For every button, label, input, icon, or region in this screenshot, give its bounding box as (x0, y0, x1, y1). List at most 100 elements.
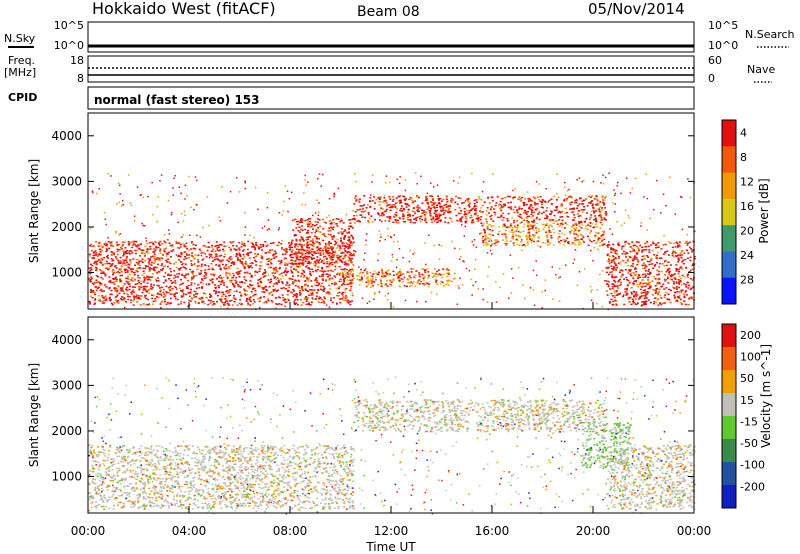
echo-cell (475, 205, 478, 207)
echo-cell (330, 253, 333, 255)
echo-speck (330, 221, 333, 224)
echo-cell (197, 268, 199, 270)
echo-cell (272, 290, 275, 292)
echo-cell (138, 267, 141, 269)
echo-cell (367, 279, 370, 282)
echo-cell (645, 242, 648, 244)
echo-speck (602, 183, 605, 185)
echo-cell (142, 249, 145, 251)
echo-cell (150, 264, 153, 266)
echo-cell (137, 295, 140, 297)
nave-label: Nave (747, 63, 775, 76)
echo-cell (502, 212, 505, 214)
echo-cell (638, 274, 641, 277)
echo-cell (204, 245, 207, 247)
echo-cell (402, 220, 405, 223)
echo-cell (564, 207, 567, 210)
echo-cell (399, 201, 402, 203)
echo-cell (572, 242, 575, 245)
echo-cell (131, 293, 134, 295)
echo-cell (126, 271, 129, 273)
echo-cell (95, 241, 98, 243)
echo-cell (470, 214, 473, 217)
echo-cell (641, 251, 644, 253)
echo-cell (601, 201, 604, 204)
echo-cell (182, 262, 185, 265)
echo-cell (595, 204, 598, 206)
echo-cell (332, 254, 335, 256)
echo-cell (421, 218, 424, 221)
echo-cell (495, 202, 498, 204)
echo-speck (486, 252, 489, 254)
echo-cell (463, 214, 466, 216)
echo-speck (214, 303, 216, 305)
echo-cell (122, 261, 125, 263)
echo-cell (434, 211, 437, 213)
echo-speck (129, 202, 132, 205)
echo-cell (673, 250, 676, 253)
echo-speck (244, 187, 247, 190)
echo-cell (108, 247, 111, 250)
echo-speck (107, 237, 109, 239)
echo-cell (460, 220, 463, 223)
echo-cell (100, 244, 103, 247)
echo-speck (183, 210, 186, 213)
echo-cell (567, 216, 570, 218)
echo-cell (330, 242, 333, 244)
echo-cell (128, 273, 131, 276)
echo-cell (356, 220, 359, 222)
echo-cell (427, 203, 430, 205)
echo-cell (228, 291, 231, 293)
echo-cell (184, 250, 187, 253)
echo-cell (157, 280, 160, 282)
echo-cell (242, 258, 245, 260)
echo-cell (643, 255, 646, 257)
echo-cell (233, 295, 235, 297)
echo-cell (262, 288, 265, 291)
echo-cell (307, 236, 310, 238)
echo-cell (596, 198, 598, 200)
echo-cell (536, 202, 539, 205)
echo-cell (123, 259, 126, 262)
echo-cell (490, 208, 492, 210)
echo-cell (623, 303, 626, 306)
echo-cell (608, 273, 610, 276)
echo-cell (678, 241, 681, 243)
echo-cell (126, 286, 129, 289)
echo-cell (271, 249, 274, 251)
echo-cell (344, 235, 346, 238)
echo-cell (198, 273, 201, 275)
echo-cell (305, 296, 308, 298)
echo-cell (238, 285, 241, 288)
echo-cell (627, 260, 630, 262)
echo-cell (268, 258, 270, 260)
echo-speck (277, 229, 280, 231)
echo-cell (578, 221, 581, 223)
echo-cell (418, 210, 421, 212)
echo-speck (310, 289, 312, 291)
echo-cell (519, 213, 522, 216)
echo-cell (319, 249, 321, 252)
echo-cell (100, 283, 103, 285)
echo-speck (119, 193, 121, 195)
echo-cell (140, 283, 143, 285)
echo-cell (290, 464, 293, 467)
echo-cell (636, 261, 639, 264)
echo-cell (358, 275, 361, 277)
echo-speck (378, 230, 380, 232)
echo-cell (432, 206, 435, 209)
echo-cell (335, 287, 338, 290)
echo-cell (351, 257, 354, 260)
echo-cell (239, 270, 242, 272)
echo-cell (221, 295, 224, 298)
freq-tick-bottom: 8 (77, 72, 84, 85)
echo-cell (354, 195, 357, 197)
echo-cell (518, 196, 521, 198)
echo-cell (114, 265, 117, 267)
echo-cell (178, 242, 181, 244)
echo-cell (311, 257, 314, 260)
echo-cell (439, 220, 442, 222)
echo-cell (92, 254, 95, 257)
echo-cell (427, 286, 430, 288)
echo-cell (504, 204, 507, 207)
